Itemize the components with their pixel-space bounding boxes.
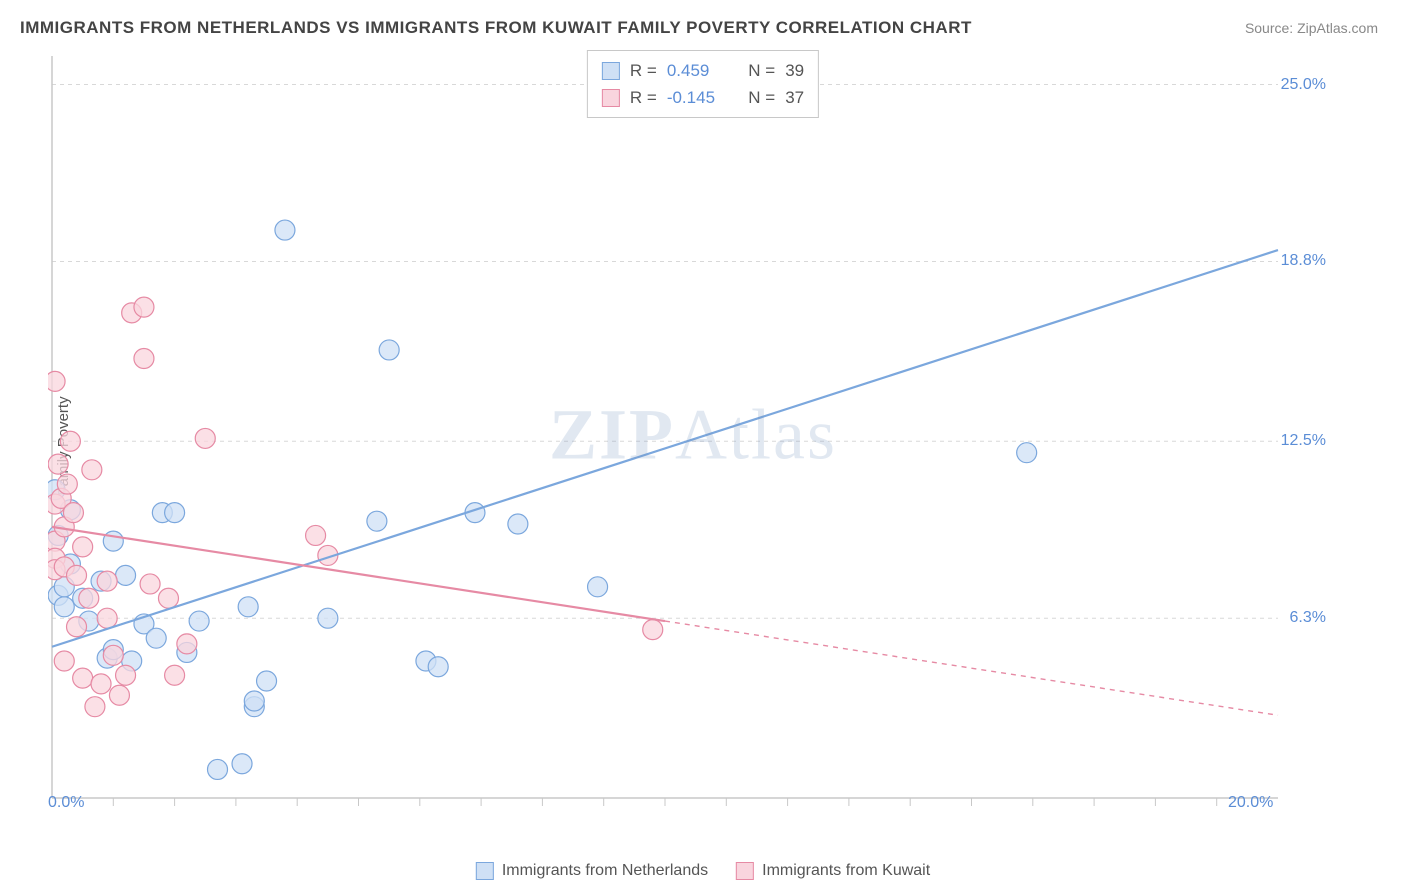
legend-swatch: [602, 89, 620, 107]
legend-swatch: [476, 862, 494, 880]
stats-r-value: -0.145: [667, 84, 729, 111]
source-name: ZipAtlas.com: [1297, 20, 1378, 36]
x-tick-label: 0.0%: [48, 794, 84, 812]
legend-swatch: [602, 62, 620, 80]
bottom-legend: Immigrants from Netherlands Immigrants fr…: [476, 862, 930, 880]
chart-title: IMMIGRANTS FROM NETHERLANDS VS IMMIGRANT…: [20, 18, 972, 38]
source-attribution: Source: ZipAtlas.com: [1245, 20, 1378, 36]
stats-n-label: N =: [739, 84, 775, 111]
x-tick-label: 20.0%: [1228, 794, 1273, 812]
stats-n-label: N =: [739, 57, 775, 84]
source-prefix: Source:: [1245, 20, 1297, 36]
legend-item: Immigrants from Netherlands: [476, 862, 708, 880]
scatter-chart-svg: [48, 50, 1338, 828]
legend-label: Immigrants from Kuwait: [762, 862, 930, 880]
legend-swatch: [736, 862, 754, 880]
y-tick-label: 12.5%: [1281, 432, 1326, 450]
y-tick-label: 25.0%: [1281, 76, 1326, 94]
stats-r-value: 0.459: [667, 57, 729, 84]
legend-item: Immigrants from Kuwait: [736, 862, 930, 880]
y-tick-label: 6.3%: [1290, 609, 1326, 627]
stats-r-label: R =: [630, 84, 657, 111]
plot-area: ZIPAtlas 6.3%12.5%18.8%25.0%0.0%20.0%: [48, 50, 1338, 828]
stats-legend-box: R = 0.459 N = 39R = -0.145 N = 37: [587, 50, 819, 118]
legend-label: Immigrants from Netherlands: [502, 862, 708, 880]
stats-r-label: R =: [630, 57, 657, 84]
stats-n-value: 37: [785, 84, 804, 111]
y-tick-label: 18.8%: [1281, 252, 1326, 270]
stats-row: R = 0.459 N = 39: [602, 57, 804, 84]
stats-n-value: 39: [785, 57, 804, 84]
stats-row: R = -0.145 N = 37: [602, 84, 804, 111]
